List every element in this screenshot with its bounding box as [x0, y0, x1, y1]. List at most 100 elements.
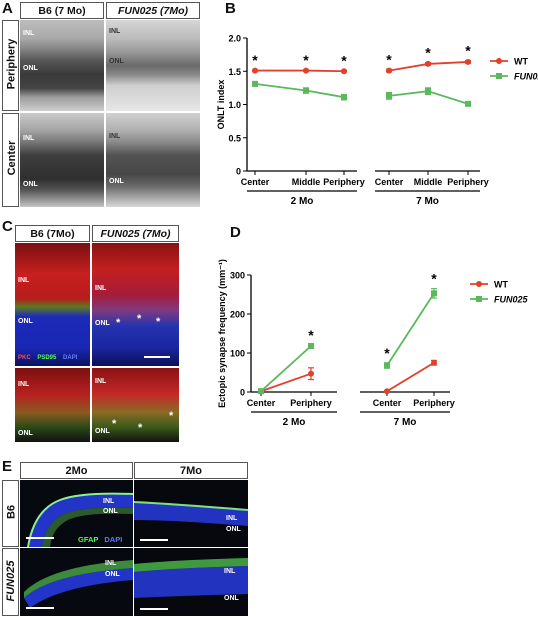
point-fun025	[341, 94, 347, 101]
panel-a-row-center-text: Center	[6, 140, 18, 176]
point-fun025	[431, 290, 437, 297]
x-tick-label: Center	[241, 177, 270, 187]
point-fun025	[308, 342, 314, 349]
panel-c-header-fun025: FUN025 (7Mo)	[92, 225, 179, 242]
panel-a-header-b6-text: B6 (7 Mo)	[38, 5, 86, 17]
ectopic-marker: *	[116, 317, 121, 329]
label-inl: INL	[109, 133, 121, 140]
legend-label-fun025: FUN025	[494, 295, 529, 305]
label-onl: ONL	[23, 181, 38, 188]
group-label: 7 Mo	[394, 417, 417, 428]
scale-bar	[26, 537, 54, 539]
panel-b-label: B	[225, 0, 236, 17]
panel-e-header-7mo-text: 7Mo	[180, 465, 202, 477]
series-line-fun025	[260, 345, 312, 392]
point-fun025	[465, 100, 471, 107]
x-tick-label: Periphery	[413, 398, 455, 408]
panel-a-header-b6: B6 (7 Mo)	[20, 2, 104, 19]
label-onl: ONL	[95, 320, 110, 327]
y-tick-label: 0	[240, 388, 245, 398]
point-wt	[252, 67, 258, 74]
y-axis-label: Ectopic synapse frequency (mm⁻¹)	[217, 259, 227, 408]
point-wt	[308, 370, 314, 377]
label-onl: ONL	[105, 571, 120, 578]
legend-label-wt: WT	[494, 280, 508, 290]
significance-star: *	[252, 52, 258, 68]
point-fun025	[303, 87, 309, 94]
scale-bar	[140, 539, 168, 541]
point-wt	[341, 68, 347, 75]
gfap-fun025-2mo: INL ONL	[20, 548, 133, 616]
scale-bar	[140, 608, 168, 610]
ectopic-marker: *	[112, 418, 117, 430]
label-inl: INL	[18, 277, 30, 284]
histology-fun025-periphery: INL ONL	[106, 20, 200, 111]
histology-b6-periphery: INL ONL	[20, 20, 104, 111]
panel-e-row-b6: B6	[2, 480, 19, 547]
ectopic-marker: *	[138, 422, 143, 434]
panel-c-header-b6: B6 (7Mo)	[15, 225, 90, 242]
point-fun025	[425, 88, 431, 95]
panel-e-label: E	[2, 458, 13, 475]
legend-label-fun025: FUN025	[514, 72, 538, 82]
x-tick-label: Periphery	[290, 398, 332, 408]
point-wt	[425, 60, 431, 67]
stain-gfap: GFAP	[78, 535, 99, 544]
ectopic-marker: *	[156, 316, 161, 328]
legend-marker-wt	[496, 58, 502, 64]
panel-a-header-fun025-text: FUN025 (7Mo)	[117, 5, 188, 17]
x-tick-label: Periphery	[447, 177, 489, 187]
label-onl: ONL	[18, 430, 33, 437]
y-tick-label: 200	[230, 310, 245, 320]
legend-marker-fun025	[476, 296, 482, 302]
series-line-fun025	[386, 292, 435, 366]
label-onl: ONL	[23, 65, 38, 72]
ectopic-marker: *	[169, 410, 174, 422]
point-wt	[384, 388, 390, 395]
y-tick-label: 300	[230, 271, 245, 281]
x-tick-label: Middle	[292, 177, 321, 187]
fluorescence-b6-zoom: INL ONL	[15, 368, 90, 442]
stain-pkc: PKC	[18, 355, 31, 361]
panel-c-label: C	[2, 218, 13, 235]
y-tick-label: 0.5	[228, 133, 241, 143]
legend-label-wt: WT	[514, 57, 528, 67]
series-line-fun025	[254, 82, 345, 99]
retina-section	[134, 558, 248, 598]
fluorescence-fun025-zoom: INL ONL * * *	[92, 368, 179, 442]
panel-a-row-periphery-text: Periphery	[5, 38, 18, 90]
gfap-fun025-7mo: INL ONL	[134, 548, 248, 616]
point-wt	[303, 67, 309, 74]
retina-section	[27, 492, 133, 547]
significance-star: *	[341, 53, 347, 69]
legend-marker-fun025	[496, 73, 502, 79]
series-line-wt	[386, 361, 435, 392]
ectopic-marker: *	[137, 313, 142, 325]
significance-star: *	[303, 52, 309, 68]
legend-marker-wt	[476, 281, 482, 287]
label-inl: INL	[109, 28, 121, 35]
label-inl: INL	[105, 560, 117, 567]
scale-bar	[144, 356, 170, 358]
panel-e-row-b6-text: B6	[5, 504, 18, 520]
series-line-wt	[260, 372, 312, 393]
stain-psd95: PSD95	[37, 355, 57, 361]
x-tick-label: Periphery	[323, 177, 365, 187]
x-tick-label: Center	[375, 177, 404, 187]
histology-b6-center: INL ONL	[20, 113, 104, 207]
fluorescence-fun025-top: INL ONL * * *	[92, 243, 179, 366]
stain-dapi: DAPI	[104, 535, 123, 544]
panel-a-row-periphery: Periphery	[2, 20, 19, 111]
label-onl: ONL	[224, 595, 239, 602]
panel-a-header-fun025: FUN025 (7Mo)	[106, 2, 200, 19]
panel-e-header-7mo: 7Mo	[134, 462, 248, 479]
label-inl: INL	[226, 515, 238, 522]
y-tick-label: 2.0	[228, 34, 241, 44]
stain-legend: GFAP DAPI	[78, 535, 122, 544]
panel-e-header-2mo: 2Mo	[20, 462, 133, 479]
y-tick-label: 1.5	[228, 67, 241, 77]
gfap-b6-2mo: INL ONL GFAP DAPI	[20, 480, 133, 547]
y-tick-label: 100	[230, 349, 245, 359]
